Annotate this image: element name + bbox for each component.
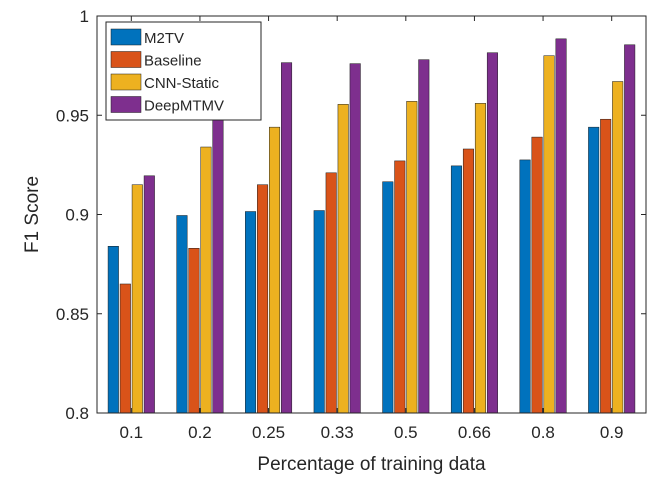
bar-cnn-static-0-1 <box>131 184 143 414</box>
legend-swatch-deepmtmv <box>110 96 142 113</box>
y-tick-label: 0.95 <box>56 106 89 125</box>
x-tick-label: 0.2 <box>188 423 212 442</box>
bar-baseline-0-25 <box>257 184 269 414</box>
legend-label: DeepMTMV <box>144 98 224 115</box>
bar-deepmtmv-0-8 <box>555 38 567 414</box>
bar-cnn-static-0-25 <box>269 126 281 414</box>
x-tick-label: 0.5 <box>394 423 418 442</box>
bar-baseline-0-5 <box>394 160 406 414</box>
x-tick-label: 0.33 <box>321 423 354 442</box>
bar-m2tv-0-8 <box>519 159 531 414</box>
bar-baseline-0-2 <box>188 248 200 414</box>
bar-m2tv-0-1 <box>107 246 119 414</box>
bar-deepmtmv-0-25 <box>281 62 293 414</box>
bar-deepmtmv-0-1 <box>143 175 155 414</box>
y-axis-label: F1 Score <box>22 176 43 253</box>
bar-m2tv-0-25 <box>245 211 257 414</box>
bar-cnn-static-0-8 <box>543 55 555 414</box>
bar-m2tv-0-5 <box>382 181 394 414</box>
legend-swatch-cnn-static <box>110 73 142 91</box>
bar-deepmtmv-0-9 <box>624 44 636 414</box>
y-tick-label: 0.85 <box>56 305 89 324</box>
x-axis-ticks: 0.1 0.2 0.25 0.33 0.5 0.66 0.8 0.9 <box>119 16 624 442</box>
legend-swatch-baseline <box>110 51 142 68</box>
bar-deepmtmv-0-2 <box>212 115 224 414</box>
legend-label: Baseline <box>144 53 202 70</box>
x-tick-label: 0.8 <box>531 423 555 442</box>
bar-m2tv-0-33 <box>313 210 325 414</box>
bar-cnn-static-0-2 <box>200 146 212 414</box>
bar-cnn-static-0-66 <box>474 103 486 414</box>
bar-baseline-0-33 <box>325 172 337 414</box>
y-tick-label: 0.8 <box>65 404 89 423</box>
x-axis-label: Percentage of training data <box>257 454 486 475</box>
bar-baseline-0-8 <box>531 136 543 414</box>
bar-m2tv-0-2 <box>176 215 188 414</box>
bar-cnn-static-0-9 <box>612 81 624 414</box>
bar-baseline-0-66 <box>462 148 474 414</box>
x-tick-label: 0.25 <box>252 423 285 442</box>
bar-baseline-0-1 <box>119 283 131 414</box>
bar-deepmtmv-0-5 <box>418 59 430 414</box>
y-axis-ticks: 0.8 0.85 0.9 0.95 1 <box>56 7 646 423</box>
y-tick-label: 1 <box>80 7 89 26</box>
legend-label: CNN-Static <box>144 75 220 92</box>
legend-label: M2TV <box>144 30 184 47</box>
bar-m2tv-0-9 <box>588 126 600 414</box>
x-tick-label: 0.66 <box>458 423 491 442</box>
bar-cnn-static-0-5 <box>406 101 418 414</box>
bar-m2tv-0-66 <box>450 165 462 414</box>
x-tick-label: 0.1 <box>119 423 143 442</box>
bar-deepmtmv-0-33 <box>349 63 361 414</box>
bar-deepmtmv-0-66 <box>486 52 498 414</box>
legend: M2TV Baseline CNN-Static DeepMTMV <box>105 21 262 121</box>
bar-cnn-static-0-33 <box>337 104 349 414</box>
x-tick-label: 0.9 <box>600 423 624 442</box>
legend-swatch-m2tv <box>110 28 142 46</box>
y-tick-label: 0.9 <box>65 206 89 225</box>
bar-baseline-0-9 <box>600 118 612 414</box>
